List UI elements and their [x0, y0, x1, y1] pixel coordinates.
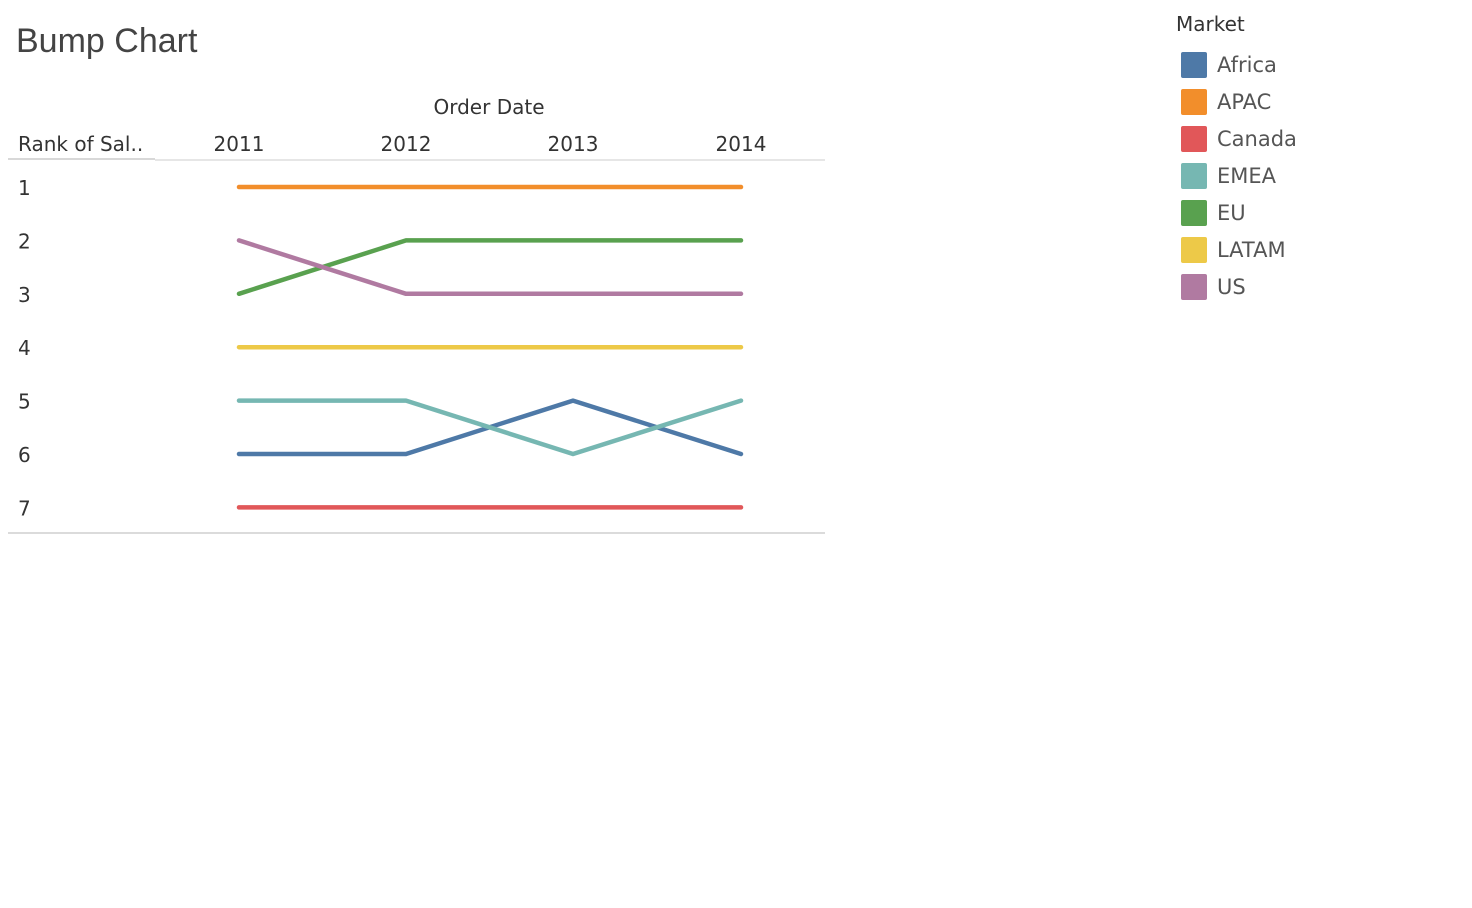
y-tick-labels: 1 2 3 4 5 6 7 [18, 176, 31, 520]
x-tick-label: 2014 [716, 132, 767, 156]
legend-item-latam[interactable]: LATAM [1176, 231, 1436, 268]
legend-label: LATAM [1217, 237, 1286, 262]
x-tick-label: 2013 [548, 132, 599, 156]
legend-item-apac[interactable]: APAC [1176, 83, 1436, 120]
chart-title: Bump Chart [16, 22, 198, 60]
y-axis-title: Rank of Sal.. [18, 132, 143, 156]
legend-item-canada[interactable]: Canada [1176, 120, 1436, 157]
y-tick-label: 5 [18, 390, 31, 414]
legend-label: Africa [1217, 52, 1277, 77]
legend-label: Canada [1217, 126, 1297, 151]
legend-label: EU [1217, 200, 1246, 225]
y-tick-label: 1 [18, 176, 31, 200]
legend-item-eu[interactable]: EU [1176, 194, 1436, 231]
bump-chart: Order Date Rank of Sal.. 2011 2012 2013 201… [0, 0, 860, 560]
chart-svg: Order Date Rank of Sal.. 2011 2012 2013 201… [8, 95, 825, 534]
legend-item-emea[interactable]: EMEA [1176, 157, 1436, 194]
y-tick-label: 2 [18, 229, 31, 253]
legend-list: Africa APAC Canada EMEA EU LATAM US [1176, 46, 1436, 305]
legend-swatch [1181, 88, 1207, 115]
y-tick-label: 7 [18, 496, 31, 520]
y-tick-label: 3 [18, 283, 31, 307]
legend-title: Market [1176, 12, 1245, 36]
series-line-eu[interactable] [236, 238, 744, 297]
x-axis-title: Order Date [434, 95, 545, 119]
y-tick-label: 6 [18, 443, 31, 467]
x-tick-label: 2011 [214, 132, 265, 156]
x-tick-labels: 2011 2012 2013 2014 [214, 132, 767, 156]
legend-swatch [1181, 273, 1207, 300]
legend-label: US [1217, 274, 1246, 299]
series-line-us[interactable] [236, 238, 744, 297]
x-tick-label: 2012 [381, 132, 432, 156]
series-lines [236, 184, 744, 510]
legend: Market Africa APAC Canada EMEA EU LATAM US [1176, 10, 1436, 305]
legend-swatch [1181, 236, 1207, 263]
legend-swatch [1181, 199, 1207, 226]
legend-item-us[interactable]: US [1176, 268, 1436, 305]
legend-item-africa[interactable]: Africa [1176, 46, 1436, 83]
legend-swatch [1181, 51, 1207, 78]
legend-swatch [1181, 162, 1207, 189]
legend-swatch [1181, 125, 1207, 152]
legend-label: EMEA [1217, 163, 1277, 188]
y-tick-label: 4 [18, 336, 31, 360]
legend-label: APAC [1217, 89, 1272, 114]
series-line-emea[interactable] [236, 398, 744, 457]
